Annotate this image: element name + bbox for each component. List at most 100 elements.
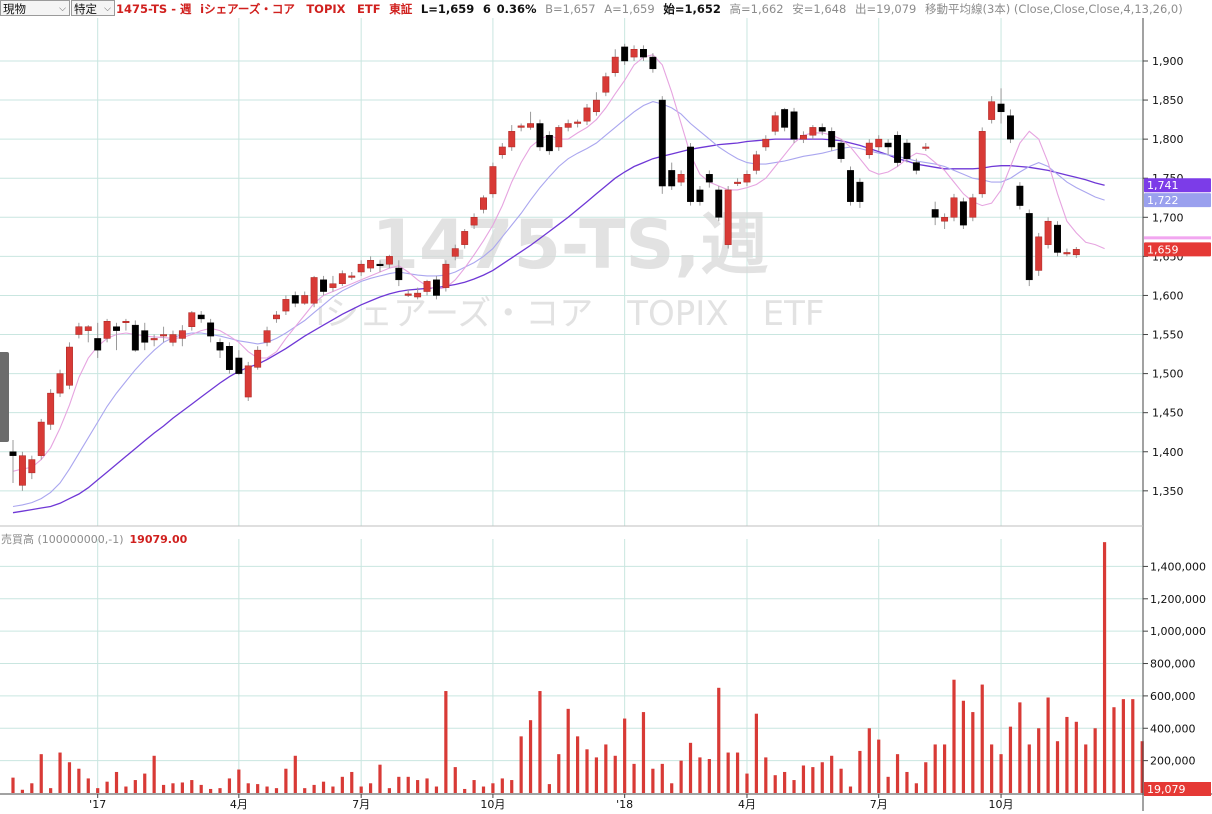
volume-tick-label: 800,000 (1150, 658, 1196, 671)
volume-bar (209, 788, 213, 793)
ma-short-tag-marker (1144, 236, 1211, 240)
volume-bar (820, 762, 824, 793)
candlesticks (9, 43, 1080, 491)
up-candle-body (244, 365, 252, 398)
chevron-down-icon[interactable]: ⌵ (59, 4, 66, 14)
price-tags: 1,741 1,722 1,659 19,079 (1144, 178, 1211, 796)
volume-indicator-value: 19079.00 (129, 533, 188, 546)
volume-tick-label: 200,000 (1150, 755, 1196, 768)
price-tick-label: 1,800 (1152, 133, 1184, 146)
up-candle-body (517, 125, 525, 128)
volume-bar (491, 783, 495, 793)
volume-bar (444, 691, 448, 793)
price-tag-box (1144, 178, 1211, 193)
volume-bar (886, 776, 890, 793)
volume-bar (867, 728, 871, 793)
volume-bar (754, 713, 758, 793)
down-candle-body (235, 357, 243, 374)
volume-bar (1065, 716, 1069, 793)
up-candle-body (498, 146, 506, 156)
volume-bar (801, 765, 806, 793)
down-candle-body (536, 123, 544, 148)
volume-bar (218, 788, 222, 793)
volume-bar (274, 788, 279, 793)
volume-bar (39, 754, 43, 793)
down-candle-body (207, 322, 215, 337)
side-panel-handle[interactable] (0, 352, 9, 442)
volume-bar (538, 691, 542, 793)
up-candle-body (75, 326, 83, 335)
up-candle-body (348, 275, 356, 278)
volume-bar (416, 780, 420, 793)
down-candle-body (781, 109, 789, 128)
volume-bar (623, 718, 627, 793)
x-tick-label: 10月 (989, 798, 1014, 811)
chart-grid (0, 18, 1143, 793)
down-candle-body (649, 56, 657, 70)
volume-tick-label: 1,400,000 (1150, 560, 1206, 573)
volume-bar (265, 786, 269, 793)
volume-bar (641, 712, 646, 793)
down-candle-body (621, 46, 629, 62)
down-candle-body (931, 209, 939, 218)
volume-bar (256, 784, 260, 793)
down-candle-body (291, 295, 299, 304)
volume-bar (613, 755, 617, 793)
volume-bar (1018, 702, 1022, 793)
volume-bar (858, 750, 862, 793)
volume-bar (679, 760, 683, 793)
down-candle-body (433, 279, 440, 296)
up-candle-body (922, 146, 930, 149)
up-candle-body (188, 312, 196, 327)
down-candle-body (395, 267, 403, 281)
up-candle-body (414, 292, 422, 298)
volume-bar (1037, 728, 1041, 793)
volume-bar (143, 773, 147, 793)
ma-long-line (12, 138, 1105, 514)
volume-bar (519, 736, 523, 793)
down-candle-body (225, 345, 233, 370)
volume-bar (585, 749, 589, 793)
down-candle-body (705, 174, 713, 183)
volume-bar (783, 771, 787, 793)
down-candle-body (1016, 185, 1024, 206)
exchange-label: 東証 (389, 2, 413, 16)
volume-bar (895, 754, 900, 793)
up-candle-body (338, 273, 346, 284)
volume-bar (726, 752, 730, 793)
down-candle-body (959, 201, 967, 226)
volume-bar (11, 777, 15, 793)
up-candle-body (555, 127, 563, 148)
market-select[interactable]: 現物 ⌵ (0, 0, 70, 16)
volume-bar (1046, 697, 1050, 793)
down-candle-body (856, 181, 864, 202)
volume-bar (566, 708, 570, 793)
x-tick-label: 7月 (352, 798, 370, 811)
down-candle-body (197, 314, 205, 320)
up-candle-body (442, 263, 450, 288)
volume-bar (472, 780, 476, 793)
volume-bar (632, 763, 636, 793)
price-tag-label: 1,659 (1147, 243, 1179, 256)
account-type-select[interactable]: 特定 ⌵ (71, 0, 115, 16)
market-select-value: 現物 (3, 2, 26, 16)
up-candle-body (875, 138, 883, 148)
volume-bar (368, 783, 373, 793)
down-candle-body (141, 330, 149, 343)
volume-bar (152, 755, 156, 793)
down-candle-body (903, 142, 911, 159)
up-candle-body (583, 107, 591, 122)
up-candle-body (329, 283, 337, 288)
volume-bar (1131, 699, 1135, 793)
up-candle-body (743, 174, 751, 183)
chevron-down-icon[interactable]: ⌵ (104, 4, 111, 14)
up-candle-body (150, 338, 158, 341)
volume-bar (594, 757, 599, 793)
x-tick-label: '17 (89, 798, 106, 811)
volume-bar (171, 783, 175, 793)
up-candle-body (1072, 249, 1080, 256)
volume-bar (1008, 726, 1013, 793)
up-candle-body (611, 56, 619, 73)
up-candle-body (978, 131, 986, 195)
